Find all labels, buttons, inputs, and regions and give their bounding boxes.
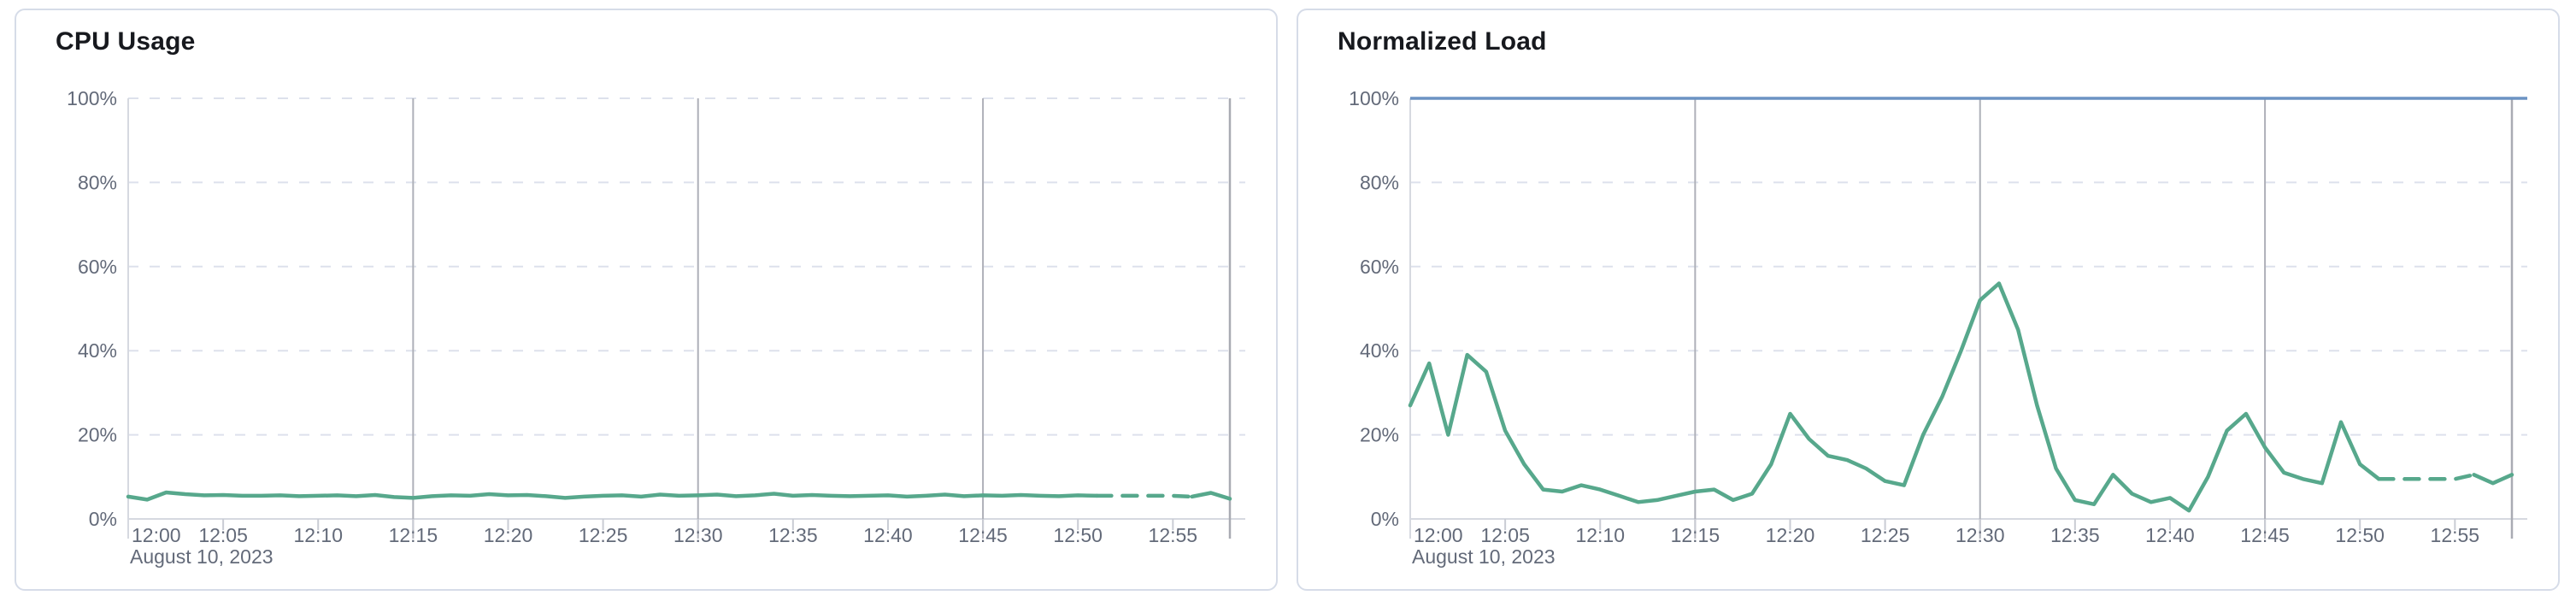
svg-text:12:10: 12:10 xyxy=(1575,524,1625,546)
svg-text:100%: 100% xyxy=(1349,87,1399,109)
svg-text:12:25: 12:25 xyxy=(579,524,628,546)
chart-title-cpu-usage: CPU Usage xyxy=(56,27,196,56)
svg-text:12:00: 12:00 xyxy=(132,524,181,546)
svg-text:12:35: 12:35 xyxy=(2050,524,2100,546)
svg-text:12:50: 12:50 xyxy=(1053,524,1103,546)
svg-text:40%: 40% xyxy=(1360,339,1399,362)
normalized-load-chart[interactable]: 0% 20% 40% 60% 80% 100% 12:00 12:05 12:10 12:15 12… xyxy=(1298,10,2558,589)
cpu-usage-chart[interactable]: 0% 20% 40% 60% 80% 100% 12:00 12:05 12:10 12:15 12… xyxy=(16,10,1276,589)
svg-text:12:05: 12:05 xyxy=(198,524,248,546)
svg-text:12:10: 12:10 xyxy=(293,524,343,546)
svg-text:12:45: 12:45 xyxy=(958,524,1008,546)
panel-normalized-load: Normalized Load 0% 20% 40% 60% 80% 100% 12:00 1… xyxy=(1297,9,2560,591)
svg-text:12:00: 12:00 xyxy=(1414,524,1463,546)
svg-text:80%: 80% xyxy=(1360,171,1399,193)
svg-text:12:20: 12:20 xyxy=(484,524,533,546)
svg-text:20%: 20% xyxy=(1360,424,1399,446)
svg-text:12:15: 12:15 xyxy=(1671,524,1720,546)
svg-text:60%: 60% xyxy=(1360,256,1399,278)
svg-text:0%: 0% xyxy=(1371,508,1399,530)
panel-cpu-usage: CPU Usage 0% 20% 40% 60% 80% 100% 12:00 12:05 12… xyxy=(15,9,1278,591)
svg-text:12:40: 12:40 xyxy=(2145,524,2195,546)
svg-text:20%: 20% xyxy=(78,424,117,446)
svg-text:12:15: 12:15 xyxy=(389,524,438,546)
svg-text:12:55: 12:55 xyxy=(1149,524,1198,546)
svg-text:12:40: 12:40 xyxy=(863,524,913,546)
svg-text:12:25: 12:25 xyxy=(1861,524,1910,546)
svg-text:100%: 100% xyxy=(67,87,117,109)
svg-text:80%: 80% xyxy=(78,171,117,193)
svg-text:0%: 0% xyxy=(89,508,117,530)
x-axis-date-label: August 10, 2023 xyxy=(130,545,273,568)
svg-text:12:50: 12:50 xyxy=(2335,524,2385,546)
svg-text:12:20: 12:20 xyxy=(1766,524,1815,546)
svg-text:12:30: 12:30 xyxy=(1956,524,2005,546)
svg-text:12:05: 12:05 xyxy=(1480,524,1530,546)
svg-text:12:45: 12:45 xyxy=(2240,524,2290,546)
svg-text:12:35: 12:35 xyxy=(768,524,818,546)
svg-text:60%: 60% xyxy=(78,256,117,278)
svg-text:12:30: 12:30 xyxy=(673,524,723,546)
svg-text:12:55: 12:55 xyxy=(2431,524,2480,546)
x-axis-date-label: August 10, 2023 xyxy=(1412,545,1556,568)
chart-title-normalized-load: Normalized Load xyxy=(1338,27,1547,56)
svg-text:40%: 40% xyxy=(78,339,117,362)
